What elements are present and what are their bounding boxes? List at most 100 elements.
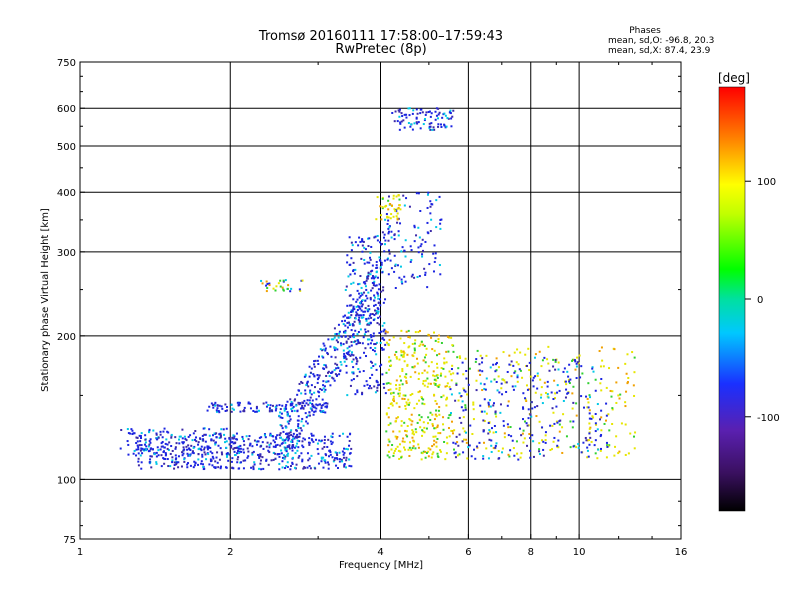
- data-point: [528, 369, 531, 372]
- data-point: [187, 454, 190, 457]
- data-point: [389, 382, 392, 385]
- data-point: [525, 399, 528, 402]
- data-point: [463, 389, 466, 392]
- data-point: [298, 455, 301, 458]
- data-point: [298, 403, 301, 406]
- data-point: [275, 285, 278, 288]
- data-point: [631, 351, 634, 354]
- data-point: [556, 384, 559, 387]
- x-axis-label: Frequency [MHz]: [339, 560, 423, 571]
- data-point: [482, 455, 485, 458]
- y-tick-label: 750: [57, 58, 76, 69]
- data-point: [374, 235, 377, 238]
- data-point: [206, 409, 209, 412]
- data-point: [324, 411, 327, 414]
- data-point: [301, 401, 304, 404]
- data-point: [161, 436, 164, 439]
- data-point: [181, 451, 184, 454]
- data-point: [540, 386, 543, 389]
- data-point: [532, 385, 535, 388]
- data-point: [150, 455, 153, 458]
- data-point: [536, 387, 539, 390]
- data-point: [137, 457, 140, 460]
- data-point: [453, 429, 456, 432]
- data-point: [355, 362, 358, 365]
- data-point: [541, 402, 544, 405]
- data-point: [464, 390, 467, 393]
- data-point: [405, 401, 408, 404]
- data-point: [425, 347, 428, 350]
- data-point: [318, 374, 321, 377]
- data-point: [514, 370, 517, 373]
- data-point: [135, 454, 138, 457]
- data-point: [418, 329, 421, 332]
- data-point: [388, 226, 391, 229]
- data-point: [520, 434, 523, 437]
- data-point: [490, 380, 493, 383]
- data-point: [333, 459, 336, 462]
- data-point: [393, 400, 396, 403]
- data-point: [332, 377, 335, 380]
- data-point: [177, 455, 180, 458]
- data-point: [137, 452, 140, 455]
- data-point: [343, 331, 346, 334]
- data-point: [376, 381, 379, 384]
- data-point: [287, 452, 290, 455]
- data-point: [558, 430, 561, 433]
- data-point: [302, 424, 305, 427]
- data-point: [548, 369, 551, 372]
- data-point: [375, 309, 378, 312]
- data-point: [378, 331, 381, 334]
- data-point: [420, 340, 423, 343]
- data-point: [450, 393, 453, 396]
- data-point: [433, 382, 436, 385]
- data-point: [369, 296, 372, 299]
- data-point: [284, 447, 287, 450]
- data-point: [320, 406, 323, 409]
- data-point: [538, 453, 541, 456]
- data-point: [379, 259, 382, 262]
- data-point: [361, 342, 364, 345]
- data-point: [497, 450, 500, 453]
- data-point: [349, 323, 352, 326]
- data-point: [367, 330, 370, 333]
- data-point: [360, 257, 363, 260]
- data-point: [289, 398, 292, 401]
- data-point: [589, 436, 592, 439]
- data-point: [183, 458, 186, 461]
- data-point: [476, 446, 479, 449]
- data-point: [372, 319, 375, 322]
- data-point: [429, 448, 432, 451]
- data-point: [437, 113, 440, 116]
- data-point: [346, 321, 349, 324]
- data-point: [429, 212, 432, 215]
- data-point: [290, 440, 293, 443]
- data-point: [600, 433, 603, 436]
- data-point: [135, 448, 138, 451]
- data-point: [251, 453, 254, 456]
- data-point: [538, 450, 541, 453]
- data-point: [351, 323, 354, 326]
- data-point: [517, 363, 520, 366]
- data-point: [208, 428, 211, 431]
- data-point: [288, 447, 291, 450]
- data-point: [465, 438, 468, 441]
- data-point: [413, 347, 416, 350]
- data-point: [542, 440, 545, 443]
- data-point: [368, 261, 371, 264]
- data-point: [236, 446, 239, 449]
- data-point: [436, 455, 439, 458]
- data-point: [485, 354, 488, 357]
- data-point: [249, 407, 252, 410]
- data-point: [202, 439, 205, 442]
- data-point: [268, 410, 271, 413]
- data-point: [429, 411, 432, 414]
- data-point: [364, 307, 367, 310]
- data-point: [157, 454, 160, 457]
- data-point: [284, 439, 287, 442]
- data-point: [500, 387, 503, 390]
- data-point: [434, 257, 437, 260]
- data-point: [147, 431, 150, 434]
- data-point: [539, 378, 542, 381]
- data-point: [381, 197, 384, 200]
